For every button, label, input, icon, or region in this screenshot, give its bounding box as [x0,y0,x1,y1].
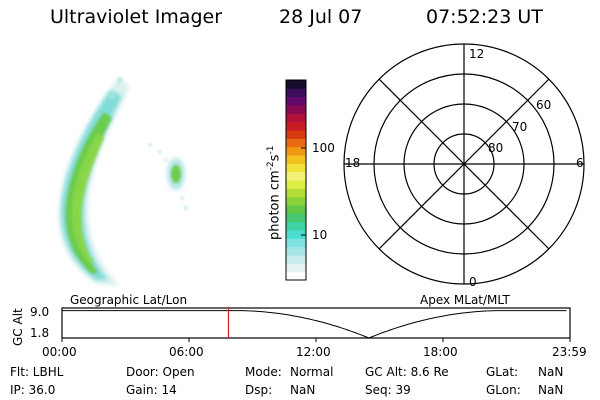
x-tick-label-1800: 18:00 [423,345,458,359]
colorbar-cell [286,180,306,189]
colorbar-cell [286,246,306,256]
polar-lat-label-80: 80 [488,141,504,155]
colorbar-cell [286,121,306,131]
colorbar-cell [286,80,306,89]
polar-label-right: 6 [576,156,584,170]
timeline-y-tick-bottom: 1.8 [30,326,50,340]
glat-value: NaN [538,365,564,379]
colorbar-tick-label-10: 10 [312,228,328,242]
timeline-frame [61,307,571,339]
gc-alt-info: GC Alt: 8.6 Re [365,365,449,379]
mode-label: Mode: [245,365,282,379]
colorbar-cell [286,163,306,173]
glon-value: NaN [538,383,564,397]
colorbar-cell [286,171,306,181]
polar-lat-label-60: 60 [536,98,552,112]
colorbar-cell [286,138,306,148]
time-label: 07:52:23 UT [426,6,543,28]
glat-label: GLat: [486,365,519,379]
x-tick-label-0600: 06:00 [169,345,204,359]
colorbar-cell [286,130,306,139]
colorbar-cell [286,146,306,156]
polar-label-bottom: 0 [469,275,477,289]
colorbar-cell [286,196,306,206]
polar-axis-diagonal-2 [378,78,550,250]
colorbar-cell [286,221,306,231]
colorbar-cell [286,88,306,98]
polar-label-top: 12 [469,47,485,61]
colorbar-tick-label-100: 100 [312,141,335,155]
seq-info: Seq: 39 [365,383,411,397]
colorbar-cell [286,255,306,264]
colorbar-cell [286,238,306,248]
ip-info: IP: 36.0 [10,383,56,397]
colorbar-cell [286,213,306,223]
timeline-left-title: Geographic Lat/Lon [70,293,188,307]
colorbar-cell [286,155,306,164]
timeline-y-tick-top: 9.0 [30,305,50,319]
dsp-value: NaN [290,383,316,397]
colorbar-cell [286,271,306,281]
door-info: Door: Open [126,365,195,379]
colorbar-cell [286,188,306,198]
app-title: Ultraviolet Imager [50,6,223,28]
x-tick-label-2359: 23:59 [552,345,587,359]
colorbar-cell [286,105,306,114]
x-tick-label-1200: 12:00 [296,345,331,359]
gain-info: Gain: 14 [126,383,177,397]
polar-lat-label-70: 70 [512,120,528,134]
timeline-right-title: Apex MLat/MLT [420,293,510,307]
colorbar-cell [286,205,306,214]
filter-info: Flt: LBHL [10,365,64,379]
colorbar-cell [286,263,306,273]
colorbar-cell [286,113,306,123]
glon-label: GLon: [486,383,521,397]
colorbar-cell [286,96,306,106]
mode-value: Normal [290,365,334,379]
altitude-curve [62,310,567,339]
dsp-label: Dsp: [245,383,273,397]
colorbar-cell [286,230,306,239]
date-label: 28 Jul 07 [279,6,363,28]
polar-label-left: 18 [345,156,361,170]
x-tick-label-0000: 00:00 [42,345,77,359]
